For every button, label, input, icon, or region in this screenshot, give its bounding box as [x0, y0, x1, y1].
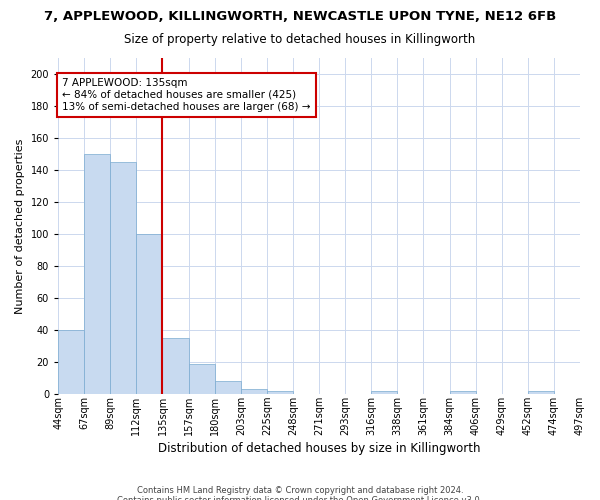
- Bar: [528, 391, 554, 394]
- Text: Contains HM Land Registry data © Crown copyright and database right 2024.: Contains HM Land Registry data © Crown c…: [137, 486, 463, 495]
- Bar: [110, 162, 136, 394]
- Bar: [58, 330, 84, 394]
- Bar: [188, 364, 215, 394]
- X-axis label: Distribution of detached houses by size in Killingworth: Distribution of detached houses by size …: [158, 442, 480, 455]
- Text: 7, APPLEWOOD, KILLINGWORTH, NEWCASTLE UPON TYNE, NE12 6FB: 7, APPLEWOOD, KILLINGWORTH, NEWCASTLE UP…: [44, 10, 556, 23]
- Bar: [163, 338, 188, 394]
- Text: Contains public sector information licensed under the Open Government Licence v3: Contains public sector information licen…: [118, 496, 482, 500]
- Text: 7 APPLEWOOD: 135sqm
← 84% of detached houses are smaller (425)
13% of semi-detac: 7 APPLEWOOD: 135sqm ← 84% of detached ho…: [62, 78, 310, 112]
- Text: Size of property relative to detached houses in Killingworth: Size of property relative to detached ho…: [124, 32, 476, 46]
- Bar: [371, 391, 397, 394]
- Bar: [241, 390, 267, 394]
- Bar: [267, 391, 293, 394]
- Bar: [136, 234, 163, 394]
- Bar: [84, 154, 110, 394]
- Y-axis label: Number of detached properties: Number of detached properties: [15, 138, 25, 314]
- Bar: [215, 382, 241, 394]
- Bar: [449, 391, 476, 394]
